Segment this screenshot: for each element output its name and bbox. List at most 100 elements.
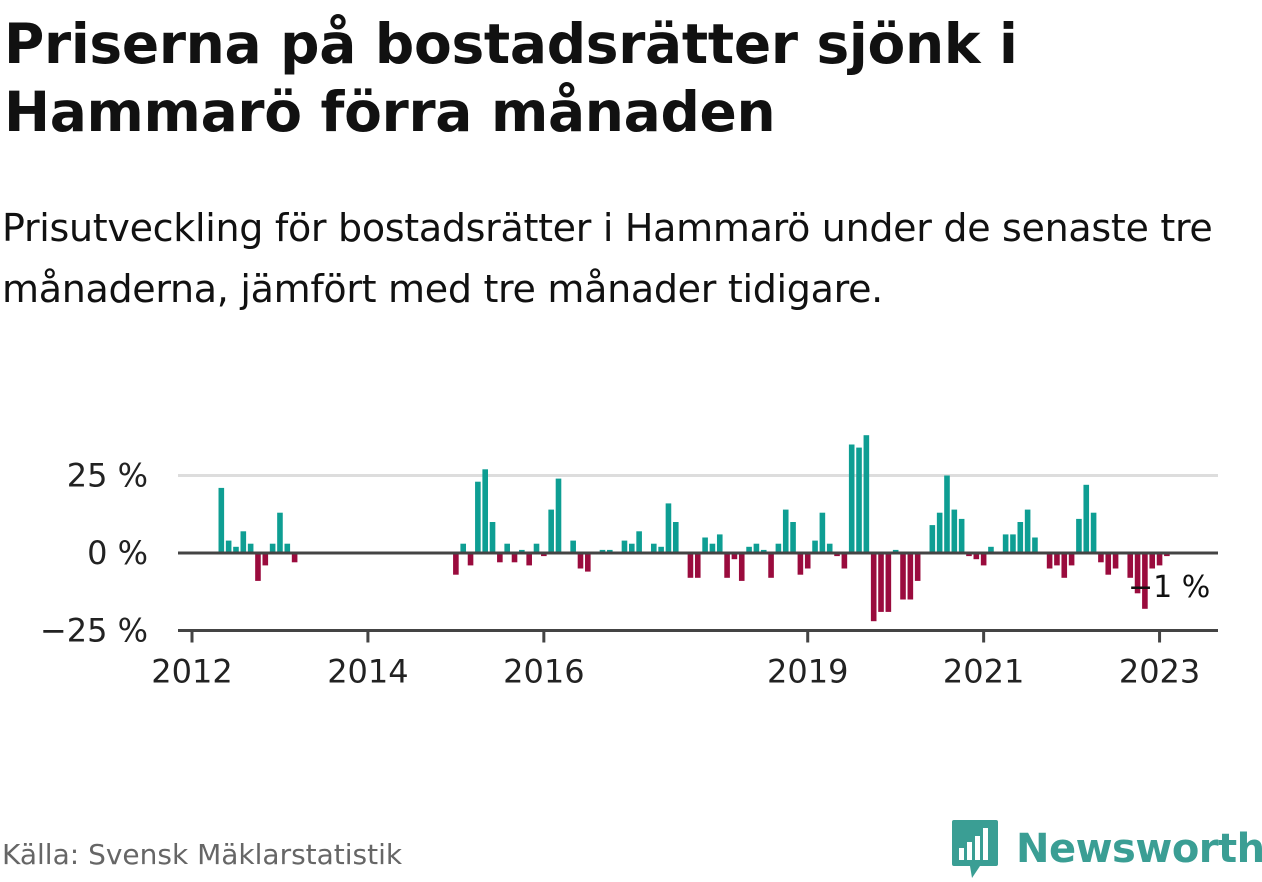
newsworthy-logo-icon [952,820,998,878]
bar-2016-12 [621,540,628,553]
bar-2018-10 [782,509,789,553]
x-tick-label-1: 2014 [327,653,408,691]
x-tick-label-0: 2012 [151,653,232,691]
bar-2017-11 [702,537,708,553]
bar-2016-09 [599,549,606,553]
bar-2022-02 [1076,518,1082,553]
bar-2018-05 [746,546,752,553]
bar-2018-12 [797,553,804,575]
bar-2015-12 [533,543,540,553]
bar-2018-07 [760,549,767,553]
bar-2021-01 [980,553,987,566]
bar-2018-03 [731,553,738,560]
bar-2019-12 [885,553,892,612]
y-tick-label-0: 25 % [67,457,148,495]
bar-2015-06 [489,522,496,553]
bar-2022-12 [1149,553,1156,569]
bar-2019-07 [848,444,855,553]
bar-2019-03 [819,512,826,553]
bar-2016-05 [570,540,576,553]
bar-2018-01 [716,534,723,553]
bar-2015-07 [497,553,503,563]
brand-name: Newsworthy [1016,826,1262,872]
bar-2022-07 [1112,553,1119,569]
bar-2022-03 [1083,484,1090,553]
bar-2021-10 [1046,553,1053,569]
x-tick-label-2: 2016 [503,653,584,691]
bar-2022-04 [1090,512,1097,553]
bar-2017-02 [636,531,642,553]
bar-2020-06 [929,525,936,553]
bar-2012-07 [233,546,239,553]
y-tick-label-1: 0 % [87,534,148,572]
bar-chart: 25 % 0 % −25 %2012 2014 2016 2019 2021 2023 −1 % [40,435,1218,691]
bar-2015-04 [475,481,481,553]
bar-2021-07 [1024,509,1031,553]
bar-2015-01 [453,553,459,575]
bar-2017-12 [709,543,716,553]
bar-2012-08 [240,531,247,553]
labels: 25 % 0 % −25 %2012 2014 2016 2019 2021 2023 −1 % [40,457,1210,691]
bar-2015-11 [526,553,532,566]
bar-2022-09 [1127,553,1134,578]
bar-2020-10 [958,518,965,553]
bar-2015-08 [504,543,510,553]
chart-subtitle: Prisutveckling för bostadsrätter i Hamma… [2,206,1213,311]
bar-2019-09 [863,435,870,553]
x-tick-label-4: 2021 [943,653,1024,691]
chart-title: Priserna på bostadsrätter sjönk i Hammar… [4,12,1018,144]
bar-2012-10 [255,553,261,581]
bar-2019-11 [878,553,884,612]
bar-2020-02 [900,553,906,600]
bar-2020-08 [944,475,950,553]
bar-2020-09 [951,509,958,553]
bar-2017-09 [687,553,694,578]
bar-2020-11 [966,553,972,557]
bar-2020-01 [892,549,899,553]
bar-2021-12 [1061,553,1068,578]
bar-2021-02 [988,546,994,553]
bar-2019-08 [856,447,862,553]
bar-2016-06 [577,553,584,569]
bar-2020-12 [973,553,980,560]
bar-2018-11 [790,522,796,553]
bar-2019-06 [841,553,848,569]
bar-2020-04 [914,553,921,581]
bar-2012-12 [269,543,276,553]
bars [218,435,1170,622]
bar-2012-09 [247,543,254,553]
bar-2016-02 [548,509,554,553]
bar-2019-02 [812,540,818,553]
bar-2021-04 [1002,534,1009,553]
bar-2018-06 [753,543,760,553]
bar-2019-10 [870,553,877,622]
bar-2013-02 [284,543,291,553]
bar-2023-01 [1156,553,1163,566]
bar-2021-06 [1017,522,1024,553]
bar-2017-10 [694,553,701,578]
bar-2012-11 [262,553,269,566]
bar-2016-01 [541,553,547,557]
bar-2015-02 [460,543,467,553]
bar-2020-07 [936,512,943,553]
bar-2016-07 [585,553,591,572]
bar-2022-06 [1105,553,1112,575]
brand-logo: Newsworthy [950,816,1262,882]
bar-2015-05 [482,469,488,553]
bar-2023-02 [1164,553,1170,557]
bar-2019-05 [834,553,840,557]
bar-2021-05 [1010,534,1016,553]
x-tick-label-5: 2023 [1119,653,1200,691]
bar-2018-08 [768,553,774,578]
x-axis [178,551,1218,643]
bar-2020-03 [907,553,914,600]
bar-2012-05 [218,487,225,553]
bar-2021-11 [1054,553,1060,566]
bar-2022-01 [1068,553,1075,566]
bar-2012-06 [225,540,232,553]
source-note: Källa: Svensk Mäklarstatistik [2,838,403,871]
bar-2019-04 [826,543,833,553]
bar-2015-09 [511,553,518,563]
bar-2022-05 [1098,553,1104,563]
bar-2017-06 [665,503,672,553]
